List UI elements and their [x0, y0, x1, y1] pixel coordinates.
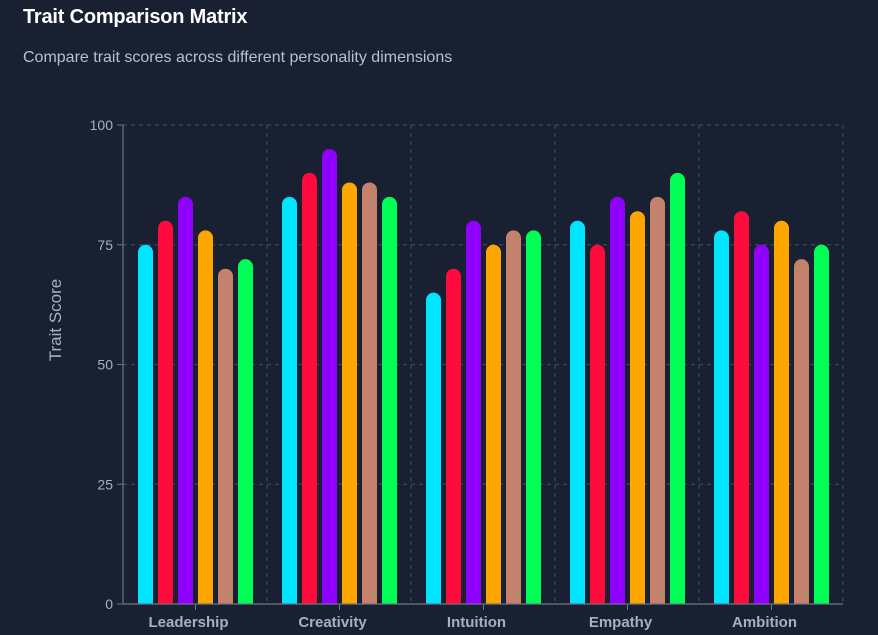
- y-axis-title: Trait Score: [46, 279, 65, 362]
- x-tick-label: Empathy: [589, 614, 653, 631]
- bar-intuition-1[interactable]: [426, 292, 441, 612]
- x-tick-label: Creativity: [298, 614, 367, 631]
- bar-creativity-6[interactable]: [382, 196, 397, 612]
- x-tick-label: Leadership: [148, 614, 228, 631]
- y-tick-label: 50: [97, 357, 113, 373]
- bar-empathy-6[interactable]: [670, 172, 685, 612]
- bar-leadership-5[interactable]: [218, 268, 233, 612]
- y-tick-label: 0: [105, 596, 113, 612]
- bar-intuition-4[interactable]: [486, 244, 501, 612]
- bar-ambition-2[interactable]: [734, 211, 749, 612]
- bar-intuition-3[interactable]: [466, 220, 481, 612]
- bar-creativity-2[interactable]: [302, 172, 317, 612]
- bar-empathy-3[interactable]: [610, 196, 625, 612]
- chart-title: Trait Comparison Matrix: [23, 6, 248, 28]
- bars-layer: [138, 148, 829, 612]
- bar-intuition-2[interactable]: [446, 268, 461, 612]
- bar-leadership-4[interactable]: [198, 230, 213, 612]
- y-tick-label: 75: [97, 237, 113, 253]
- y-tick-label: 25: [97, 476, 113, 492]
- bar-ambition-6[interactable]: [814, 244, 829, 612]
- bar-empathy-4[interactable]: [630, 211, 645, 612]
- bar-empathy-2[interactable]: [590, 244, 605, 612]
- bar-ambition-5[interactable]: [794, 259, 809, 612]
- axes-layer: 0 25 50 75 100 Leadership Creativity Intuition E…: [90, 117, 843, 631]
- bar-creativity-1[interactable]: [282, 196, 297, 612]
- bar-ambition-3[interactable]: [754, 244, 769, 612]
- bar-creativity-4[interactable]: [342, 182, 357, 612]
- bar-creativity-3[interactable]: [322, 148, 337, 612]
- bar-empathy-5[interactable]: [650, 196, 665, 612]
- bar-creativity-5[interactable]: [362, 182, 377, 612]
- bar-intuition-6[interactable]: [526, 230, 541, 612]
- bar-ambition-1[interactable]: [714, 230, 729, 612]
- y-tick-label: 100: [90, 117, 114, 133]
- bar-leadership-3[interactable]: [178, 196, 193, 612]
- x-tick-label: Ambition: [732, 614, 797, 631]
- bar-empathy-1[interactable]: [570, 220, 585, 612]
- bar-intuition-5[interactable]: [506, 230, 521, 612]
- chart-subtitle: Compare trait scores across different pe…: [23, 49, 453, 66]
- bar-leadership-2[interactable]: [158, 220, 173, 612]
- bar-leadership-1[interactable]: [138, 244, 153, 612]
- bar-ambition-4[interactable]: [774, 220, 789, 612]
- bar-leadership-6[interactable]: [238, 259, 253, 612]
- x-tick-label: Intuition: [447, 614, 506, 631]
